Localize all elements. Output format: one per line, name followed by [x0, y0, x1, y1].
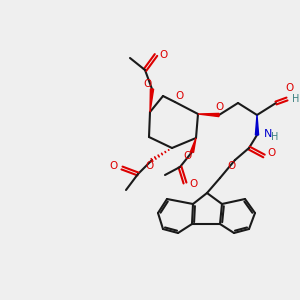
Text: O: O [183, 151, 191, 161]
Polygon shape [255, 115, 259, 135]
Text: O: O [110, 161, 118, 171]
Text: O: O [268, 148, 276, 158]
Text: H: H [292, 94, 300, 104]
Text: O: O [144, 79, 152, 89]
Text: O: O [145, 161, 153, 171]
Text: O: O [216, 102, 224, 112]
Polygon shape [198, 113, 219, 117]
Text: O: O [228, 161, 236, 171]
Text: O: O [175, 91, 183, 101]
Text: O: O [160, 50, 168, 60]
Text: O: O [286, 83, 294, 93]
Text: H: H [271, 132, 279, 142]
Text: N: N [264, 129, 272, 139]
Polygon shape [190, 138, 196, 152]
Polygon shape [150, 89, 154, 112]
Text: O: O [189, 179, 197, 189]
